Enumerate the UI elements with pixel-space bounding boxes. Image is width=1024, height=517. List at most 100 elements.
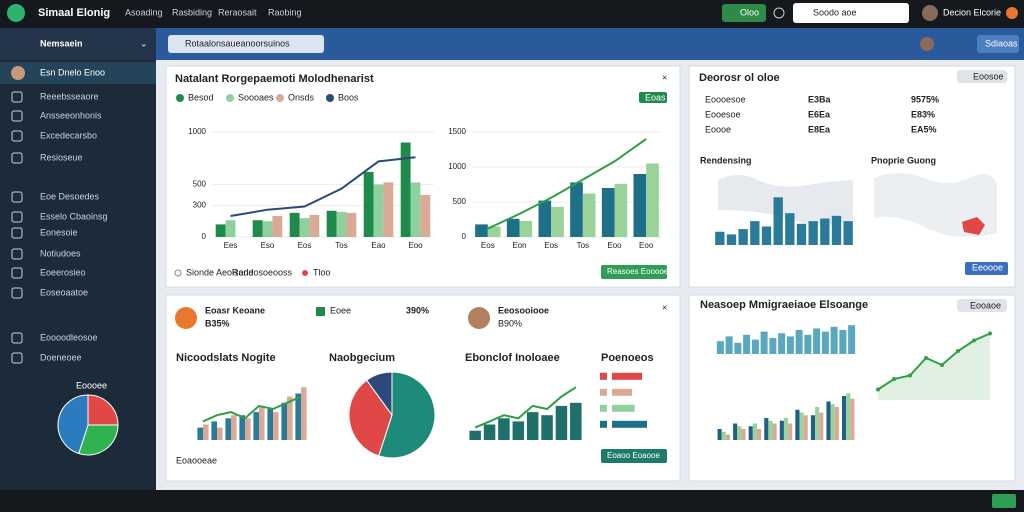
refresh-icon[interactable] — [773, 7, 785, 19]
bar — [748, 426, 753, 440]
action-button[interactable] — [601, 265, 667, 279]
legend-marker — [174, 269, 182, 277]
x-tick-label: Eoo — [408, 241, 423, 250]
nav-item[interactable]: Eoe Desoedes — [40, 191, 100, 201]
line — [877, 332, 991, 391]
nav-item[interactable]: Excedecarsbo — [40, 130, 97, 140]
bar — [821, 331, 829, 354]
bar — [346, 212, 357, 237]
avatar[interactable] — [922, 5, 938, 21]
badge-label: Eoas — [645, 92, 666, 102]
bar — [726, 234, 737, 245]
metric: Eoooesoe — [705, 94, 746, 104]
y-tick-label: 500 — [193, 180, 207, 189]
app-title: Simaal Elonig — [38, 7, 110, 19]
swatch — [600, 372, 607, 380]
swatch — [600, 420, 607, 428]
map-highlight — [962, 217, 985, 235]
bar — [799, 412, 804, 440]
menu-item[interactable]: Reraosait — [218, 7, 257, 17]
nav-item[interactable]: Notiudoes — [40, 248, 81, 258]
action-button-label: Reasoes Eooooee — [607, 267, 673, 276]
bar — [764, 418, 769, 440]
nav-item[interactable]: Ansseeonhonis — [40, 110, 102, 120]
sidebar-title: Nemsaein — [40, 38, 83, 48]
nav-icon — [11, 332, 23, 344]
toolbar-button[interactable] — [977, 35, 1019, 53]
bar — [646, 163, 659, 237]
nav-icon — [11, 110, 23, 122]
map-button-label: Eeoooe — [972, 262, 1003, 272]
nav-item[interactable]: Eoeerosieo — [40, 267, 86, 277]
close-icon[interactable]: × — [662, 72, 667, 82]
bar — [716, 341, 724, 354]
nav-icon — [11, 130, 23, 142]
bar — [743, 334, 751, 354]
toolbar-search-text: Rotaalonsaueanoorsuinos — [185, 38, 290, 48]
bar — [272, 216, 283, 237]
bar — [717, 429, 722, 440]
bar — [725, 434, 730, 440]
x-tick-label: Eoo — [639, 241, 654, 250]
legend-label: Onsds — [288, 92, 315, 102]
area — [878, 333, 990, 400]
bar — [469, 430, 481, 440]
pie-slice — [57, 394, 89, 455]
nav-icon — [11, 287, 23, 299]
status-button[interactable] — [722, 4, 766, 22]
bar — [778, 333, 786, 354]
nav-item[interactable]: Eoseoaatoe — [40, 287, 88, 297]
bar — [783, 418, 789, 440]
bar — [287, 396, 293, 440]
collapse-icon[interactable]: ⌄ — [140, 38, 148, 48]
close-icon[interactable]: × — [662, 302, 667, 312]
nav-icon — [11, 152, 23, 164]
metric: Eooesoe — [705, 109, 741, 119]
status-button[interactable] — [992, 494, 1016, 508]
menu-item[interactable]: Raobing — [268, 7, 302, 17]
nav-item[interactable]: Resioseue — [40, 152, 83, 162]
nav-item[interactable]: Esselo Cbaoinsg — [40, 211, 108, 221]
panel-title: Deorosr ol oloe — [699, 72, 780, 84]
user-avatar — [11, 66, 25, 80]
menu-item[interactable]: Rasbiding — [172, 7, 212, 17]
bar — [733, 423, 738, 440]
bar — [299, 218, 310, 237]
bar — [555, 405, 568, 440]
bar — [842, 396, 847, 440]
menu-item[interactable]: Asoading — [125, 7, 163, 17]
bar — [725, 336, 733, 354]
bar — [483, 424, 496, 440]
bar — [786, 336, 794, 354]
line — [202, 395, 302, 423]
swatch — [600, 404, 607, 412]
notification[interactable] — [1006, 7, 1018, 19]
x-tick-label: Eon — [512, 241, 526, 250]
x-tick-label: Eos — [298, 241, 312, 250]
bar — [281, 402, 287, 440]
user-name: Decion Elcorie — [943, 7, 1001, 17]
nav-item[interactable]: Doeneoee — [40, 352, 82, 362]
map-button[interactable] — [965, 262, 1008, 275]
action-button[interactable] — [601, 449, 667, 463]
nav-item[interactable]: Eonesoie — [40, 227, 78, 237]
bar — [737, 426, 742, 440]
bar — [796, 223, 807, 245]
badge[interactable] — [957, 70, 1007, 83]
bar — [541, 415, 553, 440]
toolbar-search[interactable] — [168, 35, 324, 53]
bar — [506, 218, 520, 237]
point — [876, 387, 880, 392]
metric: EA5% — [911, 124, 937, 134]
toolbar-avatar[interactable] — [920, 37, 934, 51]
bar — [756, 429, 762, 440]
nav-item[interactable]: Eoooodleosoe — [40, 332, 98, 342]
search-box[interactable] — [793, 3, 909, 23]
nav-item[interactable]: Reeebsseaore — [40, 91, 99, 101]
hbar — [612, 372, 642, 380]
bar — [773, 197, 783, 245]
user-row[interactable] — [0, 62, 156, 84]
sidebar-user: Esn Dnelo Enoo — [40, 67, 105, 77]
badge[interactable] — [957, 299, 1007, 312]
footer-link[interactable]: Eoaooeae — [176, 455, 217, 465]
